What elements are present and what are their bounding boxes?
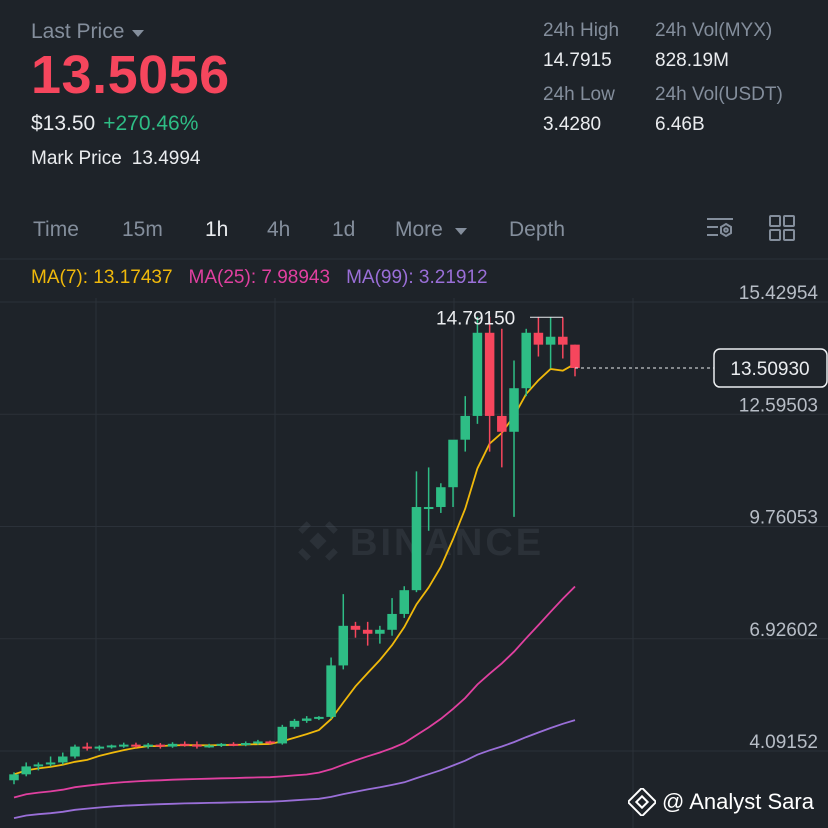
candle-body — [33, 764, 44, 767]
candle-body — [106, 745, 117, 748]
candle-body — [131, 744, 141, 747]
candle-body — [484, 332, 495, 416]
svg-text:BINANCE: BINANCE — [350, 522, 544, 564]
ma7-line — [13, 363, 576, 776]
candle-body — [240, 743, 251, 746]
current-price-badge — [713, 348, 828, 388]
candle-body — [558, 336, 568, 345]
candle-body — [216, 743, 227, 746]
candle-body — [167, 743, 178, 747]
candle-body — [21, 766, 31, 775]
candle-body — [472, 332, 483, 416]
candle-body — [521, 332, 531, 389]
ma25-value: MA(25): 7.98943 — [188, 267, 331, 288]
stat-label: 24h Low — [543, 84, 615, 105]
last-price-label: Last Price — [31, 20, 125, 43]
candle-body — [228, 743, 239, 746]
mark-price-value: 13.4994 — [131, 148, 201, 169]
layout-grid-icon[interactable] — [766, 212, 798, 244]
ma99-line — [13, 719, 576, 819]
candle-body — [204, 745, 214, 748]
diamond-logo-icon — [628, 788, 656, 816]
indicator-settings-icon[interactable] — [704, 212, 736, 244]
candle-body — [119, 744, 129, 747]
stat-value: 3.4280 — [543, 114, 602, 135]
stat-value: 14.7915 — [543, 50, 612, 71]
stat-24h-vol-quote: 24h Vol(USDT) 6.46B — [655, 84, 783, 136]
candle-body — [570, 344, 580, 369]
candle-body — [362, 629, 373, 634]
tab-1h[interactable]: 1h — [205, 218, 229, 241]
candle-body — [423, 507, 434, 510]
candle-body — [326, 665, 336, 717]
candle-body — [94, 746, 105, 749]
price-tick-label: 4.09152 — [749, 732, 818, 753]
candle-body — [314, 716, 324, 719]
stat-value: 828.19M — [655, 50, 729, 71]
ma99-value: MA(99): 3.21912 — [346, 267, 488, 288]
stat-label: 24h Vol(USDT) — [655, 84, 783, 105]
candle-body — [411, 507, 422, 591]
candle-body — [509, 388, 519, 432]
last-price-value: 13.5056 — [31, 45, 230, 105]
tab-more[interactable]: More — [395, 218, 467, 242]
ma25-line — [13, 585, 576, 799]
candle-body — [265, 741, 275, 744]
mark-price-label: Mark Price — [31, 148, 122, 169]
caret-down-icon — [454, 227, 467, 235]
author-watermark: @ Analyst Sara — [628, 788, 814, 816]
candle-body — [45, 762, 56, 765]
change-percent: +270.46% — [103, 112, 199, 135]
usd-price: $13.50 — [31, 112, 96, 135]
candle-body — [277, 726, 288, 744]
price-tick-label: 6.92602 — [749, 620, 818, 641]
stat-label: 24h High — [543, 20, 620, 41]
moving-averages-legend: MA(7): 13.17437 MA(25): 7.98943 MA(99): … — [31, 267, 488, 289]
candle-body — [289, 720, 300, 727]
price-tick-label: 12.59503 — [739, 395, 818, 416]
candle-body — [399, 590, 410, 614]
tab-more-label: More — [395, 218, 443, 241]
high-price-annotation: 14.79150 — [436, 308, 515, 329]
candle-body — [301, 718, 312, 721]
candle-body — [70, 746, 80, 757]
candle-body — [448, 439, 458, 488]
current-price-label: 13.50930 — [730, 359, 809, 380]
candle-body — [338, 625, 349, 666]
caret-down-icon — [132, 29, 145, 37]
candle-body — [9, 774, 19, 781]
candle-body — [375, 629, 385, 634]
candle-body — [387, 613, 397, 630]
candle-body — [143, 744, 153, 747]
candle-body — [253, 741, 263, 744]
price-tick-label: 15.42954 — [739, 283, 819, 304]
candle-body — [545, 336, 556, 345]
candle-body — [155, 744, 166, 747]
watermark-text: @ Analyst Sara — [662, 789, 814, 814]
tab-depth[interactable]: Depth — [509, 218, 566, 241]
candle-body — [192, 744, 202, 747]
timeframe-tabs: Time 15m 1h 4h 1d More Depth — [0, 212, 828, 252]
candle-body — [350, 625, 361, 630]
stat-24h-low: 24h Low 3.4280 — [543, 84, 615, 136]
stat-24h-vol-base: 24h Vol(MYX) 828.19M — [655, 20, 772, 72]
price-tick-label: 9.76053 — [749, 508, 818, 529]
tab-time[interactable]: Time — [33, 218, 79, 241]
candlestick-chart[interactable]: 15.42954 12.59503 9.76053 6.92602 4.09152 BI… — [0, 258, 828, 828]
candle-body — [497, 415, 507, 432]
stat-24h-high: 24h High 14.7915 — [543, 20, 619, 72]
candle-body — [179, 743, 190, 746]
last-price-dropdown[interactable]: Last Price — [31, 20, 145, 44]
candle-body — [533, 332, 544, 345]
candle-body — [436, 487, 446, 508]
candle-body — [82, 746, 92, 749]
stat-label: 24h Vol(MYX) — [655, 20, 773, 41]
tab-4h[interactable]: 4h — [267, 218, 291, 241]
ma7-value: MA(7): 13.17437 — [31, 267, 173, 288]
candle-body — [58, 756, 68, 763]
tab-1d[interactable]: 1d — [332, 218, 356, 241]
stat-value: 6.46B — [655, 114, 705, 135]
candle-body — [460, 415, 470, 440]
tab-15m[interactable]: 15m — [122, 218, 163, 241]
